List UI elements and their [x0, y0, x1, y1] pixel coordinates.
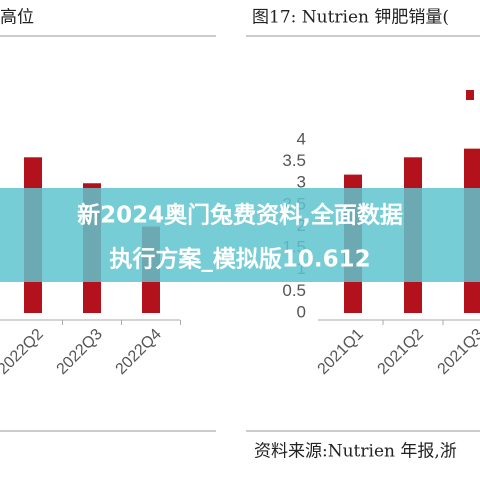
chart-title: 图17: Nutrien 钾肥销量(: [252, 8, 449, 28]
chart-title: 高位: [0, 8, 34, 28]
y-tick-label: 3: [297, 173, 306, 192]
banner-text: 新2024奥门兔费资料,全面数据: [77, 202, 403, 229]
y-tick-label: 0: [297, 302, 306, 321]
source: 资料来源:Nutrien 年报,浙: [254, 442, 457, 462]
banner: [0, 188, 480, 282]
y-tick-label: 3.5: [282, 151, 306, 170]
y-tick-label: 4: [297, 129, 306, 148]
y-tick-label: 0.5: [282, 281, 306, 300]
legend-swatch: [466, 90, 474, 100]
banner-text: 执行方案_模拟版10.612: [109, 246, 370, 273]
